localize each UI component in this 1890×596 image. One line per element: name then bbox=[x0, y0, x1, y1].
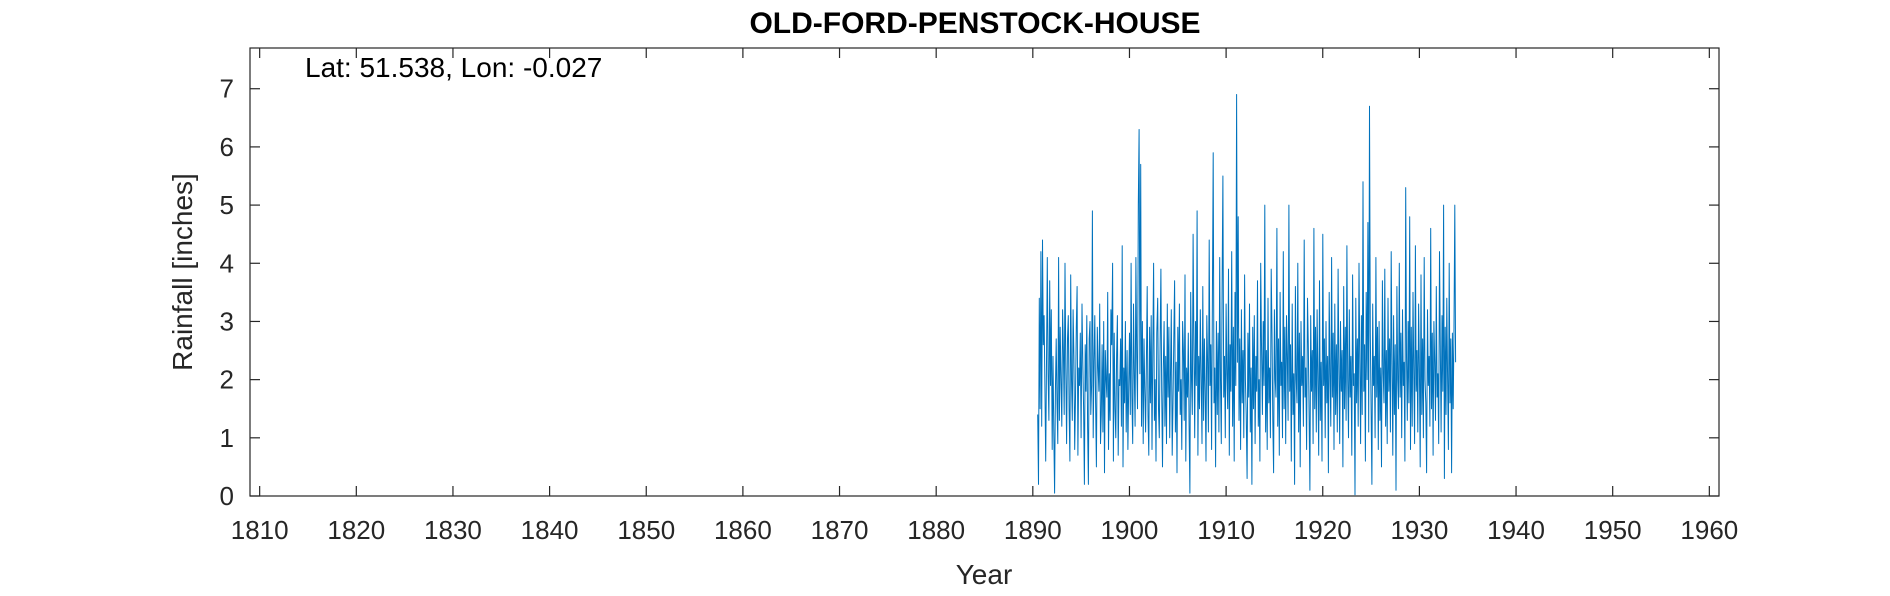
y-tick-label: 1 bbox=[220, 423, 234, 453]
x-tick-label: 1850 bbox=[617, 515, 675, 545]
x-tick-label: 1900 bbox=[1101, 515, 1159, 545]
x-tick-label: 1910 bbox=[1197, 515, 1255, 545]
y-axis-title: Rainfall [inches] bbox=[167, 173, 198, 371]
rainfall-series-line bbox=[1037, 94, 1457, 496]
x-tick-label: 1950 bbox=[1584, 515, 1642, 545]
y-tick-label: 7 bbox=[220, 74, 234, 104]
x-tick-label: 1870 bbox=[811, 515, 869, 545]
y-tick-label: 6 bbox=[220, 132, 234, 162]
y-tick-label: 5 bbox=[220, 190, 234, 220]
x-tick-label: 1840 bbox=[521, 515, 579, 545]
x-tick-label: 1890 bbox=[1004, 515, 1062, 545]
plot-area bbox=[249, 47, 1720, 497]
location-annotation: Lat: 51.538, Lon: -0.027 bbox=[305, 52, 602, 83]
y-tick-label: 3 bbox=[220, 306, 234, 336]
y-tick-label: 4 bbox=[220, 248, 234, 278]
x-tick-label: 1830 bbox=[424, 515, 482, 545]
x-tick-label: 1960 bbox=[1680, 515, 1738, 545]
x-tick-label: 1940 bbox=[1487, 515, 1545, 545]
x-axis: 1810 1820 1830 1840 1850 1860 1870 1880 1890 1900… bbox=[231, 48, 1738, 545]
y-tick-label: 0 bbox=[220, 481, 234, 511]
x-tick-label: 1860 bbox=[714, 515, 772, 545]
x-tick-label: 1930 bbox=[1390, 515, 1448, 545]
y-axis: 0 1 2 3 4 5 6 7 bbox=[220, 74, 1719, 511]
x-tick-label: 1810 bbox=[231, 515, 289, 545]
y-tick-label: 2 bbox=[220, 365, 234, 395]
x-tick-label: 1880 bbox=[907, 515, 965, 545]
chart-title: OLD-FORD-PENSTOCK-HOUSE bbox=[749, 7, 1200, 40]
x-tick-label: 1820 bbox=[327, 515, 385, 545]
x-tick-label: 1920 bbox=[1294, 515, 1352, 545]
x-axis-title: Year bbox=[956, 559, 1013, 590]
